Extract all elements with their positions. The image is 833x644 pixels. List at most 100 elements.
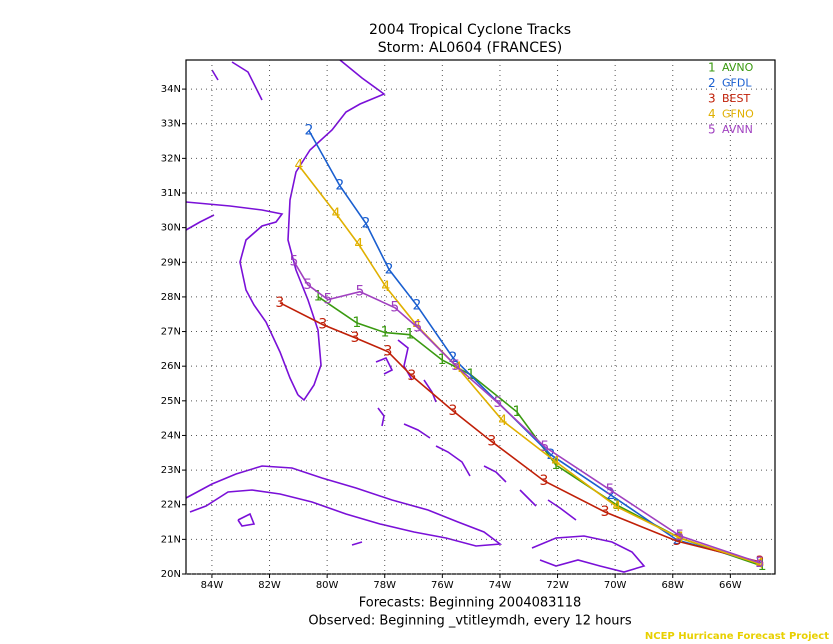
y-tick-label: 33N bbox=[161, 119, 181, 130]
track-marker: 3 bbox=[351, 330, 360, 346]
coast bbox=[483, 465, 507, 483]
track-marker: 1 bbox=[313, 289, 322, 305]
legend-marker: 4 bbox=[708, 107, 716, 121]
x-tick-label: 68W bbox=[661, 580, 684, 591]
track-marker: 5 bbox=[303, 277, 312, 293]
legend-marker: 2 bbox=[708, 76, 716, 90]
footer: NCEP Hurricane Forecast Project bbox=[645, 631, 829, 642]
coast bbox=[547, 499, 577, 521]
legend-label: GFNO bbox=[722, 108, 754, 121]
track-marker: 5 bbox=[675, 528, 684, 544]
y-tick-label: 20N bbox=[161, 569, 181, 580]
x-tick-label: 80W bbox=[316, 580, 339, 591]
track-marker: 4 bbox=[332, 206, 341, 222]
y-tick-label: 32N bbox=[161, 153, 181, 164]
x-label-2: Observed: Beginning _vtitleymdh, every 1… bbox=[308, 614, 632, 629]
plot-frame bbox=[185, 59, 776, 575]
x-tick-label: 82W bbox=[258, 580, 281, 591]
y-tick-label: 24N bbox=[161, 430, 181, 441]
track-marker: 5 bbox=[606, 482, 615, 498]
coast bbox=[231, 61, 263, 101]
legend-label: AVNO bbox=[722, 61, 754, 74]
track-marker: 2 bbox=[385, 262, 394, 278]
coast bbox=[435, 445, 471, 477]
x-tick-label: 72W bbox=[546, 580, 569, 591]
track-marker: 4 bbox=[498, 413, 507, 429]
legend-label: AVNN bbox=[722, 123, 753, 136]
track-marker: 4 bbox=[675, 530, 684, 546]
track-marker: 5 bbox=[493, 395, 502, 411]
x-label: Forecasts: Beginning 2004083118 bbox=[359, 596, 582, 611]
y-tick-label: 21N bbox=[161, 534, 181, 545]
track-marker: 3 bbox=[275, 295, 284, 311]
coast bbox=[211, 69, 219, 81]
track-line bbox=[308, 130, 761, 564]
y-tick-label: 26N bbox=[161, 361, 181, 372]
track-marker: 4 bbox=[756, 556, 765, 572]
chart-title: 2004 Tropical Cyclone Tracks bbox=[369, 22, 571, 38]
track-marker: 5 bbox=[290, 254, 299, 270]
y-tick-label: 27N bbox=[161, 327, 181, 338]
x-tick-label: 76W bbox=[431, 580, 454, 591]
coast bbox=[375, 356, 394, 375]
legend-marker: 3 bbox=[708, 92, 716, 106]
coast bbox=[531, 535, 646, 573]
track-marker: 5 bbox=[451, 358, 460, 374]
y-tick-label: 29N bbox=[161, 257, 181, 268]
track-marker: 1 bbox=[512, 404, 521, 420]
track-marker: 1 bbox=[405, 327, 414, 343]
track-marker: 1 bbox=[758, 558, 767, 574]
track-marker: 2 bbox=[546, 447, 555, 463]
y-tick-label: 30N bbox=[161, 223, 181, 234]
x-tick-label: 70W bbox=[604, 580, 627, 591]
coast bbox=[351, 541, 363, 546]
y-tick-label: 28N bbox=[161, 292, 181, 303]
x-tick-label: 74W bbox=[489, 580, 512, 591]
track-marker: 5 bbox=[413, 320, 422, 336]
track-line bbox=[279, 302, 761, 563]
track-marker: 3 bbox=[673, 533, 682, 549]
coast bbox=[185, 214, 215, 231]
legend-marker: 5 bbox=[708, 123, 716, 137]
track-marker: 2 bbox=[606, 487, 615, 503]
legend-marker: 1 bbox=[708, 61, 716, 75]
track-marker: 5 bbox=[324, 292, 333, 308]
track-marker: 3 bbox=[318, 317, 327, 333]
coast bbox=[237, 512, 256, 527]
track-marker: 4 bbox=[294, 158, 303, 174]
track-marker: 3 bbox=[449, 403, 458, 419]
coast bbox=[185, 201, 299, 396]
track-line bbox=[293, 261, 761, 564]
track-marker: 4 bbox=[381, 279, 390, 295]
coast bbox=[377, 407, 385, 427]
coast bbox=[185, 465, 503, 547]
track-marker: 2 bbox=[362, 215, 371, 231]
y-tick-label: 31N bbox=[161, 188, 181, 199]
track-marker: 2 bbox=[335, 178, 344, 194]
y-tick-label: 34N bbox=[161, 84, 181, 95]
coast bbox=[287, 59, 386, 402]
track-marker: 5 bbox=[540, 439, 549, 455]
track-marker: 4 bbox=[354, 237, 363, 253]
track-marker: 3 bbox=[540, 473, 549, 489]
x-tick-label: 66W bbox=[719, 580, 742, 591]
track-marker: 5 bbox=[756, 555, 765, 571]
track-marker: 2 bbox=[449, 350, 458, 366]
track-marker: 1 bbox=[551, 457, 560, 473]
y-tick-label: 23N bbox=[161, 465, 181, 476]
y-tick-label: 25N bbox=[161, 396, 181, 407]
legend-label: GFDL bbox=[722, 77, 752, 90]
track-marker: 3 bbox=[601, 504, 610, 520]
track-marker: 3 bbox=[383, 344, 392, 360]
track-marker: 1 bbox=[352, 315, 361, 331]
track-marker: 3 bbox=[407, 368, 416, 384]
chart-subtitle: Storm: AL0604 (FRANCES) bbox=[378, 40, 562, 56]
track-marker: 4 bbox=[612, 499, 621, 515]
track-marker: 2 bbox=[305, 123, 314, 139]
coast bbox=[519, 489, 537, 507]
track-marker: 3 bbox=[756, 554, 765, 570]
track-marker: 1 bbox=[381, 325, 390, 341]
track-marker: 2 bbox=[673, 532, 682, 548]
